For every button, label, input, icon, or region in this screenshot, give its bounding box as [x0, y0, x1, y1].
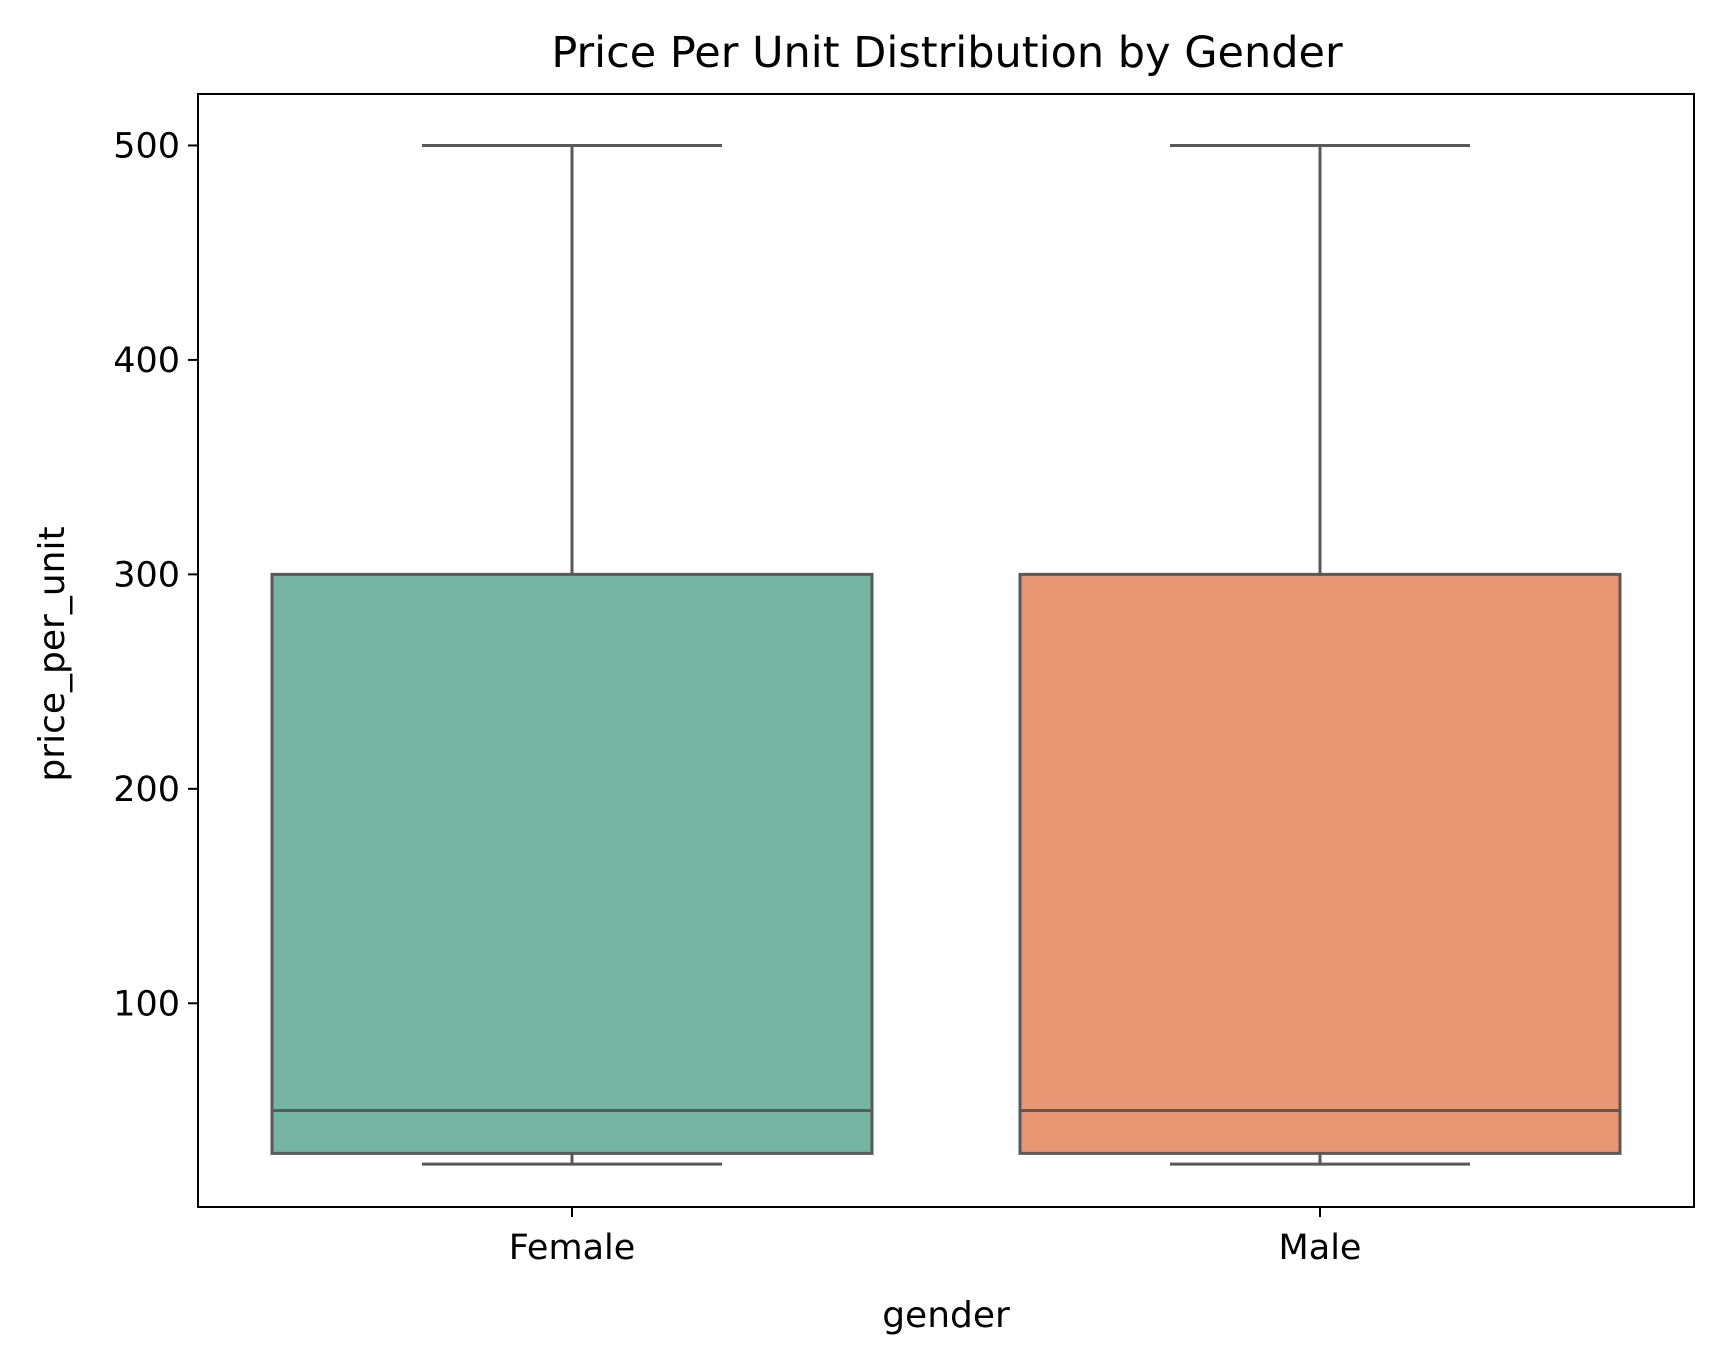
- plot-area-frame: [197, 93, 1695, 1208]
- x-axis-label: gender: [882, 1295, 1010, 1336]
- y-tick-label-100: 100: [113, 984, 180, 1024]
- chart-title: Price Per Unit Distribution by Gender: [551, 28, 1343, 78]
- y-tick-label-500: 500: [113, 126, 180, 166]
- y-tick-label-300: 300: [113, 555, 180, 595]
- y-tick-label-400: 400: [113, 341, 180, 381]
- box-male: [1018, 143, 1622, 1166]
- x-axis: Female Male: [509, 1207, 1362, 1268]
- y-axis: 100 200 300 400 500: [113, 126, 198, 1024]
- x-tick-label-male: Male: [1279, 1228, 1362, 1268]
- y-tick-label-200: 200: [113, 770, 180, 810]
- iqr-box-male: [1018, 572, 1622, 1155]
- y-axis-label: price_per_unit: [32, 526, 73, 781]
- box-female: [270, 143, 874, 1166]
- iqr-box-female: [270, 572, 874, 1155]
- boxplot-series: [270, 143, 1622, 1166]
- x-tick-label-female: Female: [509, 1228, 636, 1268]
